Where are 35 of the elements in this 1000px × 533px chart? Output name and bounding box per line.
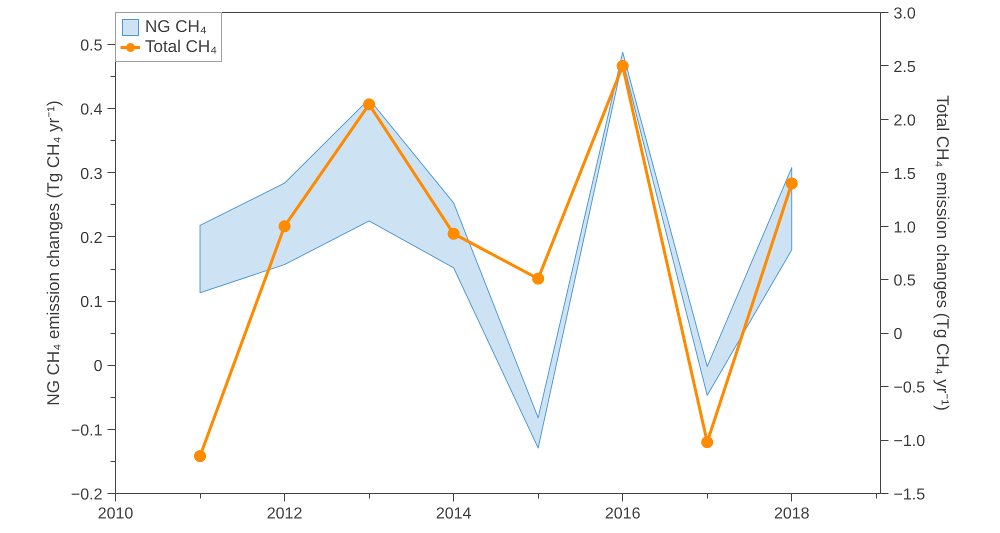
point — [448, 228, 460, 240]
x-tick-label: 2014 — [436, 506, 472, 522]
y-tick-label: −0.1 — [70, 422, 103, 440]
y2-tick-label: −0.5 — [894, 380, 926, 397]
y2-tick-label: −1.5 — [894, 486, 926, 504]
y2-tick-label: 1.0 — [894, 219, 916, 236]
y2-tick-label: −1.0 — [894, 433, 926, 450]
y-tick-label: −0.2 — [70, 486, 103, 504]
x-tick-label: 2016 — [604, 506, 641, 522]
y-axis-title: NG CH₄ emission changes (Tg CH₄ yr⁻¹) — [44, 100, 63, 406]
point — [786, 178, 798, 190]
x-tick-label: 2018 — [774, 506, 810, 522]
y-tick-label: 0.4 — [80, 102, 103, 119]
x-tick-label: 2010 — [98, 506, 134, 522]
legend-label: Total CH₄ — [145, 37, 218, 57]
point — [616, 60, 629, 72]
y2-tick-label: 2.0 — [894, 112, 916, 130]
y-tick-label: 0 — [94, 358, 103, 376]
legend-label: NG CH₄ — [145, 17, 207, 37]
y2-tick-label: 1.5 — [894, 166, 916, 183]
y-tick-label: 0.1 — [80, 294, 103, 312]
y2-tick-label: 3.0 — [894, 6, 916, 22]
point — [701, 436, 714, 448]
point — [194, 450, 206, 462]
point — [278, 220, 291, 232]
point — [363, 98, 376, 110]
y2-tick-label: 0.5 — [894, 272, 916, 290]
y-tick-label: 0.5 — [80, 38, 103, 55]
x-tick-label: 2012 — [266, 506, 302, 522]
y2-axis-title: Total CH₄ emission changes (Tg CH₄ yr⁻¹) — [933, 95, 952, 411]
y2-tick-label: 2.5 — [894, 58, 916, 76]
y-tick-label: 0.2 — [80, 230, 103, 247]
point — [532, 272, 544, 285]
y-tick-label: 0.3 — [80, 166, 103, 183]
y2-tick-label: 0 — [894, 326, 902, 344]
